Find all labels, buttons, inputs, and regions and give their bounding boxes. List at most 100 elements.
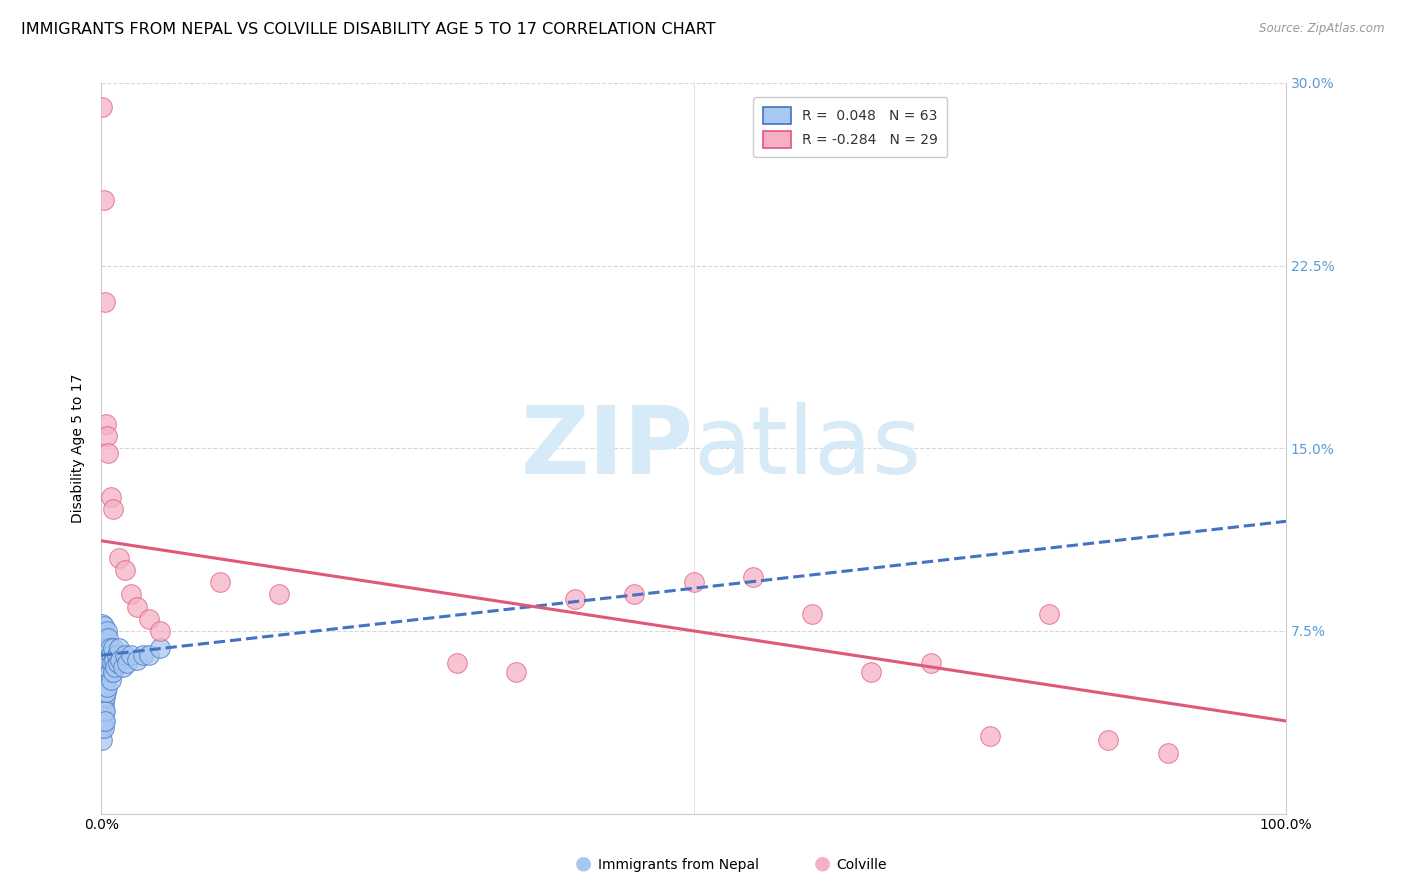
Point xyxy=(94,640,117,655)
Point xyxy=(801,607,824,621)
Point xyxy=(446,656,468,670)
Point xyxy=(114,648,136,663)
Point xyxy=(91,690,114,704)
Point xyxy=(267,587,290,601)
Legend: R =  0.048   N = 63, R = -0.284   N = 29: R = 0.048 N = 63, R = -0.284 N = 29 xyxy=(754,97,948,158)
Text: ●: ● xyxy=(814,854,831,872)
Point xyxy=(91,100,114,114)
Point xyxy=(94,685,117,699)
Point xyxy=(111,660,134,674)
Point xyxy=(94,714,117,728)
Point xyxy=(96,624,118,638)
Point xyxy=(108,653,131,667)
Point xyxy=(93,690,115,704)
Point xyxy=(114,563,136,577)
Point xyxy=(979,729,1001,743)
Point xyxy=(125,599,148,614)
Point xyxy=(97,631,120,645)
Point xyxy=(920,656,942,670)
Y-axis label: Disability Age 5 to 17: Disability Age 5 to 17 xyxy=(72,374,86,523)
Text: Source: ZipAtlas.com: Source: ZipAtlas.com xyxy=(1260,22,1385,36)
Point xyxy=(93,636,115,650)
Point xyxy=(1038,607,1060,621)
Text: Immigrants from Nepal: Immigrants from Nepal xyxy=(598,858,759,872)
Point xyxy=(93,629,115,643)
Point xyxy=(91,697,114,711)
Point xyxy=(860,665,883,680)
Point xyxy=(105,648,128,663)
Point xyxy=(93,714,115,728)
Point xyxy=(117,656,139,670)
Point xyxy=(91,733,114,747)
Point xyxy=(101,640,124,655)
Point xyxy=(120,648,142,663)
Point xyxy=(91,631,114,645)
Point xyxy=(93,697,115,711)
Point xyxy=(94,673,117,687)
Point xyxy=(1097,733,1119,747)
Text: atlas: atlas xyxy=(693,402,922,494)
Point xyxy=(91,680,114,694)
Point xyxy=(94,690,117,704)
Point xyxy=(107,656,129,670)
Point xyxy=(100,673,122,687)
Point xyxy=(208,575,231,590)
Text: IMMIGRANTS FROM NEPAL VS COLVILLE DISABILITY AGE 5 TO 17 CORRELATION CHART: IMMIGRANTS FROM NEPAL VS COLVILLE DISABI… xyxy=(21,22,716,37)
Point xyxy=(125,653,148,667)
Point xyxy=(98,640,121,655)
Point xyxy=(93,619,115,633)
Point xyxy=(91,616,114,631)
Point xyxy=(108,640,131,655)
Point xyxy=(682,575,704,590)
Text: ●: ● xyxy=(575,854,592,872)
Point xyxy=(138,648,160,663)
Point xyxy=(94,648,117,663)
Point xyxy=(91,624,114,638)
Point xyxy=(91,656,114,670)
Point xyxy=(96,640,118,655)
Point xyxy=(91,640,114,655)
Point xyxy=(93,660,115,674)
Point xyxy=(108,550,131,565)
Point xyxy=(96,680,118,694)
Point xyxy=(91,709,114,723)
Point xyxy=(103,653,125,667)
Point xyxy=(91,673,114,687)
Text: ZIP: ZIP xyxy=(520,402,693,494)
Point xyxy=(98,665,121,680)
Point xyxy=(564,592,586,607)
Point xyxy=(120,587,142,601)
Point xyxy=(1156,746,1178,760)
Point xyxy=(94,704,117,718)
Point xyxy=(94,631,117,645)
Text: Colville: Colville xyxy=(837,858,887,872)
Point xyxy=(91,648,114,663)
Point xyxy=(505,665,527,680)
Point xyxy=(149,624,172,638)
Point xyxy=(93,721,115,735)
Point xyxy=(93,680,115,694)
Point xyxy=(94,656,117,670)
Point xyxy=(149,640,172,655)
Point xyxy=(100,490,122,504)
Point xyxy=(100,648,122,663)
Point xyxy=(101,656,124,670)
Point xyxy=(91,665,114,680)
Point xyxy=(93,653,115,667)
Point xyxy=(131,648,153,663)
Point xyxy=(93,704,115,718)
Point xyxy=(94,417,117,431)
Point xyxy=(94,665,117,680)
Point xyxy=(138,612,160,626)
Point xyxy=(101,502,124,516)
Point xyxy=(97,653,120,667)
Point xyxy=(96,429,118,443)
Point xyxy=(741,570,763,584)
Point xyxy=(91,721,114,735)
Point xyxy=(94,636,117,650)
Point xyxy=(97,446,120,460)
Point xyxy=(101,665,124,680)
Point xyxy=(623,587,645,601)
Point xyxy=(93,193,115,207)
Point xyxy=(94,295,117,310)
